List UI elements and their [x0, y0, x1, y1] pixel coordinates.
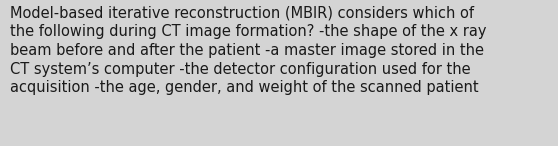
- Text: Model-based iterative reconstruction (MBIR) considers which of
the following dur: Model-based iterative reconstruction (MB…: [10, 6, 487, 95]
